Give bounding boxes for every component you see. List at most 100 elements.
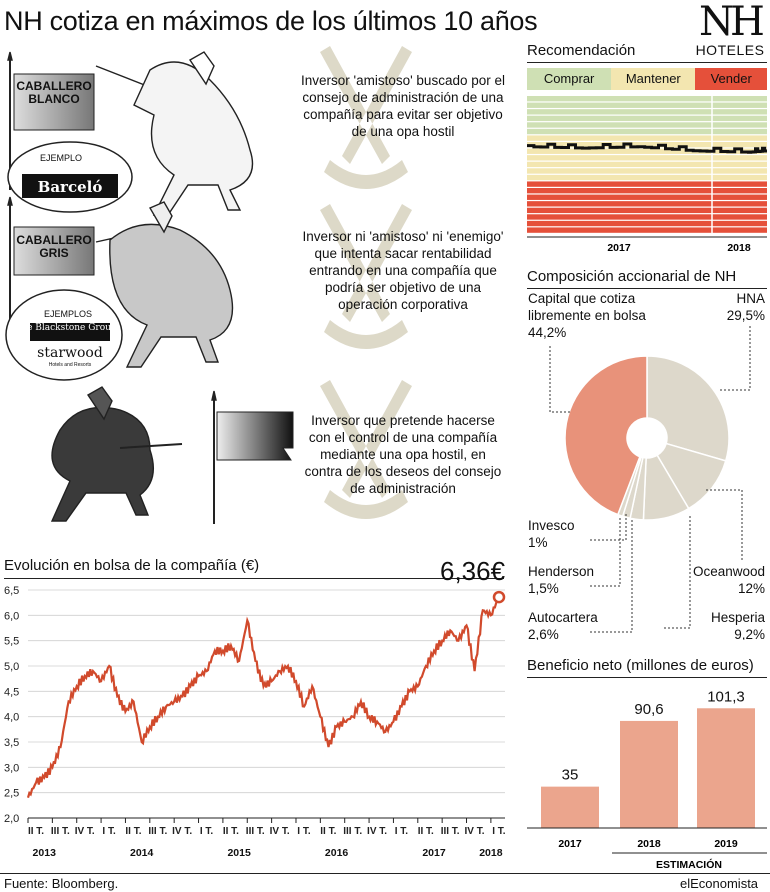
rec-band xyxy=(527,201,767,207)
bar-chart: 35 2017 90,6 2018 101,3 2019 ESTIMACIÓN xyxy=(527,688,767,871)
pie-value-hna: 29,5% xyxy=(727,308,765,323)
y-tick-label: 3,0 xyxy=(4,762,19,774)
nh-logo: NH HOTELES xyxy=(694,2,766,58)
quarter-label: IV T. xyxy=(75,826,95,837)
bar xyxy=(620,720,678,828)
rec-band xyxy=(527,122,767,128)
rec-band xyxy=(527,96,767,102)
quarter-label: II T. xyxy=(28,826,44,837)
quarter-label: IV T. xyxy=(270,826,290,837)
y-tick-label: 6,5 xyxy=(4,585,19,597)
quarter-label: II T. xyxy=(320,826,336,837)
rec-band xyxy=(527,161,767,168)
recommendation-legend: Comprar Mantener Vender xyxy=(527,68,767,90)
rec-band xyxy=(527,135,767,141)
white-knight-icon xyxy=(7,51,254,216)
legend-comprar: Comprar xyxy=(527,68,612,90)
bar-title: Beneficio neto (millones de euros) xyxy=(527,657,754,674)
rec-band xyxy=(527,168,767,174)
pie-label-oceanwood: Oceanwood xyxy=(693,564,765,579)
pie-label-free-float: libremente en bolsa xyxy=(528,308,646,323)
black-knight-icon xyxy=(50,386,217,524)
bar-value-label: 101,3 xyxy=(707,688,745,705)
rec-band xyxy=(527,148,767,154)
year-label: 2014 xyxy=(130,847,154,859)
brand-label: elEconomista xyxy=(680,876,759,891)
y-tick-label: 3,5 xyxy=(4,737,19,749)
grey-knight-icon xyxy=(7,196,234,368)
estimation-label: ESTIMACIÓN xyxy=(656,858,722,871)
pie-leader-line xyxy=(590,518,633,633)
year-label: 2017 xyxy=(422,847,446,859)
logo-top: NH xyxy=(699,0,765,45)
pie-value-free-float: 44,2% xyxy=(528,325,566,340)
starwood-tagline: Hotels and Resorts xyxy=(48,362,92,368)
bar-category-label: 2018 xyxy=(637,838,661,850)
legend-mantener: Mantener xyxy=(611,68,696,90)
legend-vender: Vender xyxy=(695,68,767,90)
pie-label-hesperia: Hesperia xyxy=(711,610,766,625)
bar xyxy=(541,786,599,828)
pie-value-invesco: 1% xyxy=(528,535,548,550)
pie-title: Composición accionarial de NH xyxy=(527,268,737,285)
logo-bottom: HOTELES xyxy=(695,42,765,58)
flag-grey xyxy=(13,226,95,276)
quarter-label: III T. xyxy=(246,826,265,837)
y-tick-label: 4,5 xyxy=(4,686,19,698)
rec-line xyxy=(527,142,767,154)
bar-value-label: 90,6 xyxy=(634,701,663,718)
year-label: 2013 xyxy=(33,847,57,859)
last-price-marker xyxy=(492,590,506,604)
quarter-label: II T. xyxy=(223,826,239,837)
rec-band xyxy=(527,181,767,187)
blackstone-logo: The Blackstone Group xyxy=(15,323,117,333)
rec-band xyxy=(527,207,767,214)
rec-band xyxy=(527,188,767,194)
quarter-label: III T. xyxy=(51,826,70,837)
rec-band xyxy=(527,102,767,108)
pie-leader-line xyxy=(720,326,751,391)
flag-label-1: CABALLERO BLANCO xyxy=(16,79,92,106)
pie-slice xyxy=(564,355,648,516)
rec-band xyxy=(527,155,767,161)
flag-black xyxy=(216,411,294,461)
pie-label-henderson: Henderson xyxy=(528,564,594,579)
rec-band xyxy=(527,109,767,115)
quarter-label: IV T. xyxy=(367,826,387,837)
flag-label-2: CABALLERO GRIS xyxy=(16,233,92,260)
pie-leader-line xyxy=(549,346,572,413)
rec-year-label: 2018 xyxy=(727,242,751,254)
rec-band xyxy=(527,142,767,148)
pie-slice xyxy=(646,355,730,462)
flag-white xyxy=(13,73,95,131)
starwood-logo: starwood xyxy=(37,345,103,361)
pie-leader-line xyxy=(590,512,627,541)
knights-illustration xyxy=(5,46,412,524)
example-label-1: EJEMPLO xyxy=(40,153,83,163)
y-tick-label: 2,0 xyxy=(4,813,19,825)
line-chart: 2,0 2,5 3,0 3,5 4,0 4,5 5,0 5,5 6,0 6,5 II T. III T… xyxy=(4,585,506,859)
pie-leader-line xyxy=(590,516,621,587)
bar-rule xyxy=(527,677,767,678)
rec-band xyxy=(527,128,767,135)
recommendation-chart: 2017 2018 xyxy=(527,96,767,254)
page-title: NH cotiza en máximos de los últimos 10 a… xyxy=(4,6,538,36)
pie-label-invesco: Invesco xyxy=(528,518,575,533)
recommendation-title: Recomendación xyxy=(527,42,636,59)
year-label: 2018 xyxy=(479,847,503,859)
quarter-label: III T. xyxy=(441,826,460,837)
quarter-label: I T. xyxy=(297,826,311,837)
last-value-label: 6,36€ xyxy=(440,556,506,586)
description-3: Inversor que pretende hacerse con el con… xyxy=(304,413,502,496)
y-tick-label: 5,5 xyxy=(4,636,19,648)
pie-value-hesperia: 9,2% xyxy=(734,627,765,640)
price-line xyxy=(26,596,501,799)
rec-year-label: 2017 xyxy=(607,242,631,254)
pie-label-free-float: Capital que cotiza xyxy=(528,291,636,306)
quarter-label: I T. xyxy=(492,826,506,837)
rec-band xyxy=(527,194,767,200)
bar-category-label: 2017 xyxy=(558,838,582,850)
year-label: 2016 xyxy=(325,847,349,859)
barcelo-logo: Barceló xyxy=(37,178,103,196)
bar xyxy=(697,708,755,828)
